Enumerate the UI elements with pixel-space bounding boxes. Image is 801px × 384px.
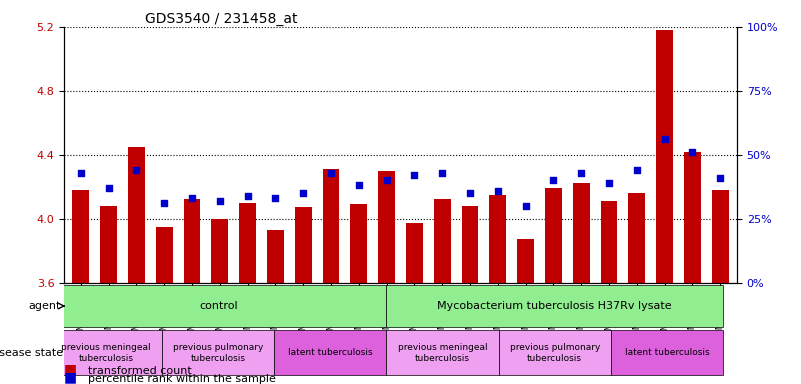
Point xyxy=(436,170,449,176)
Bar xyxy=(573,184,590,283)
Text: previous pulmonary
tuberculosis: previous pulmonary tuberculosis xyxy=(509,343,600,362)
Point xyxy=(602,180,615,186)
Point xyxy=(408,172,421,178)
FancyBboxPatch shape xyxy=(50,330,162,376)
Text: latent tuberculosis: latent tuberculosis xyxy=(625,348,709,358)
Point xyxy=(74,170,87,176)
Bar xyxy=(489,195,506,283)
Point xyxy=(491,187,504,194)
Bar xyxy=(72,190,89,283)
Text: disease state: disease state xyxy=(0,348,63,358)
Text: GDS3540 / 231458_at: GDS3540 / 231458_at xyxy=(145,12,297,26)
Bar xyxy=(712,190,729,283)
FancyBboxPatch shape xyxy=(274,330,386,376)
Bar xyxy=(684,152,701,283)
Text: control: control xyxy=(199,301,238,311)
Bar xyxy=(378,171,395,283)
FancyBboxPatch shape xyxy=(387,330,498,376)
Point xyxy=(241,192,254,199)
Bar xyxy=(656,30,673,283)
Bar xyxy=(211,218,228,283)
Bar xyxy=(100,206,117,283)
Point xyxy=(213,198,226,204)
FancyBboxPatch shape xyxy=(611,330,723,376)
Point xyxy=(324,170,337,176)
Point xyxy=(352,182,365,189)
Point xyxy=(269,195,282,201)
Point xyxy=(547,177,560,184)
Bar xyxy=(517,239,534,283)
Bar xyxy=(629,193,645,283)
Bar xyxy=(351,204,367,283)
Point xyxy=(575,170,588,176)
FancyBboxPatch shape xyxy=(387,285,723,327)
Bar xyxy=(156,227,172,283)
Point xyxy=(297,190,310,196)
Point xyxy=(103,185,115,191)
Text: transformed count: transformed count xyxy=(88,366,192,376)
Bar xyxy=(183,199,200,283)
Bar xyxy=(406,223,423,283)
Text: latent tuberculosis: latent tuberculosis xyxy=(288,348,372,358)
Text: percentile rank within the sample: percentile rank within the sample xyxy=(88,374,276,384)
Text: ■: ■ xyxy=(64,370,77,384)
Point xyxy=(130,167,143,173)
Point xyxy=(686,149,698,155)
Point xyxy=(714,175,727,181)
Text: ■: ■ xyxy=(64,362,77,376)
Bar xyxy=(434,199,450,283)
FancyBboxPatch shape xyxy=(50,285,387,327)
Point xyxy=(186,195,199,201)
Bar xyxy=(239,203,256,283)
Point xyxy=(519,203,532,209)
Text: previous pulmonary
tuberculosis: previous pulmonary tuberculosis xyxy=(173,343,264,362)
Bar xyxy=(323,169,340,283)
Point xyxy=(630,167,643,173)
Point xyxy=(464,190,477,196)
Point xyxy=(658,136,671,142)
FancyBboxPatch shape xyxy=(162,330,274,376)
Bar xyxy=(545,188,562,283)
Text: previous meningeal
tuberculosis: previous meningeal tuberculosis xyxy=(62,343,151,362)
Text: Mycobacterium tuberculosis H37Rv lysate: Mycobacterium tuberculosis H37Rv lysate xyxy=(437,301,672,311)
Text: previous meningeal
tuberculosis: previous meningeal tuberculosis xyxy=(398,343,487,362)
Bar xyxy=(128,147,145,283)
Point xyxy=(158,200,171,206)
FancyBboxPatch shape xyxy=(498,330,611,376)
Point xyxy=(380,177,393,184)
Bar xyxy=(267,230,284,283)
Text: agent: agent xyxy=(28,301,61,311)
Bar xyxy=(295,207,312,283)
Bar xyxy=(461,206,478,283)
Bar xyxy=(601,201,618,283)
